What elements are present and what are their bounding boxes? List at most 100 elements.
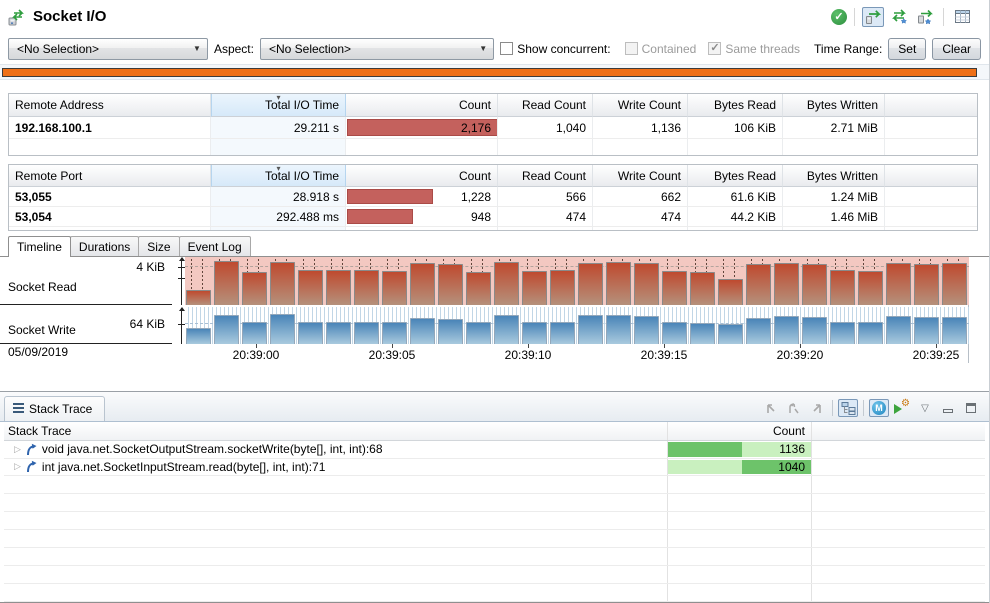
read-bar[interactable] — [270, 262, 295, 305]
column-header[interactable]: Bytes Read — [688, 165, 783, 187]
write-bar[interactable] — [606, 315, 631, 344]
time-range-slider[interactable] — [0, 64, 989, 80]
write-bar[interactable] — [242, 322, 267, 344]
read-bar[interactable] — [718, 279, 743, 305]
tab-event-log[interactable]: Event Log — [179, 236, 251, 256]
write-bar[interactable] — [830, 322, 855, 344]
write-bar[interactable] — [270, 314, 295, 344]
write-bar[interactable] — [354, 322, 379, 344]
show-concurrent-checkbox[interactable]: Show concurrent: — [500, 42, 610, 56]
column-header[interactable]: Count — [346, 94, 498, 117]
time-range-selection[interactable] — [2, 68, 977, 77]
read-bar[interactable] — [298, 270, 323, 305]
write-bar[interactable] — [774, 316, 799, 344]
write-bar[interactable] — [578, 315, 603, 344]
write-bar[interactable] — [494, 315, 519, 344]
table-row[interactable]: 192.168.100.1 29.211 s 2,176 1,040 1,136… — [9, 117, 977, 139]
read-bar[interactable] — [382, 271, 407, 305]
write-bar[interactable] — [438, 319, 463, 344]
read-bar[interactable] — [214, 261, 239, 305]
read-bar[interactable] — [662, 271, 687, 305]
read-bar[interactable] — [466, 272, 491, 305]
write-bar[interactable] — [634, 316, 659, 344]
read-bar[interactable] — [942, 263, 967, 305]
read-bar[interactable] — [242, 272, 267, 305]
tab-size[interactable]: Size — [138, 236, 179, 256]
tree-mode-icon[interactable] — [838, 399, 858, 417]
column-header[interactable]: Read Count — [498, 165, 593, 187]
column-header[interactable]: Bytes Read — [688, 94, 783, 117]
column-header[interactable]: Stack Trace — [4, 422, 668, 440]
write-bar[interactable] — [214, 315, 239, 344]
read-bar[interactable] — [886, 263, 911, 305]
write-bar[interactable] — [186, 328, 211, 344]
write-bar[interactable] — [662, 322, 687, 344]
column-header-sorted[interactable]: ▾Total I/O Time — [211, 165, 346, 187]
column-header[interactable]: Read Count — [498, 94, 593, 117]
read-bar[interactable] — [830, 270, 855, 305]
dropdown-chevron-icon[interactable]: ▽ — [915, 399, 935, 417]
write-bar[interactable] — [858, 322, 883, 344]
write-bar[interactable] — [466, 322, 491, 344]
read-bar[interactable] — [606, 262, 631, 305]
read-bar[interactable] — [410, 263, 435, 305]
socket-connections-pinned-icon[interactable] — [914, 7, 936, 27]
next-marker-icon[interactable] — [807, 399, 827, 417]
check-circle-icon[interactable]: ✓ — [831, 9, 847, 25]
table-row[interactable]: 53,055 28.918 s 1,228 566 662 61.6 KiB 1… — [9, 187, 977, 207]
read-bar[interactable] — [746, 264, 771, 305]
maximize-icon[interactable] — [961, 399, 981, 417]
methods-mode-icon[interactable]: M — [869, 399, 889, 417]
read-bar[interactable] — [634, 263, 659, 305]
write-bar[interactable] — [802, 317, 827, 344]
previous-marker-icon[interactable] — [761, 399, 781, 417]
write-bar[interactable] — [942, 317, 967, 344]
read-bar[interactable] — [858, 271, 883, 305]
write-bar[interactable] — [298, 322, 323, 344]
tab-durations[interactable]: Durations — [70, 236, 139, 256]
read-bar[interactable] — [578, 263, 603, 305]
read-bar[interactable] — [354, 270, 379, 305]
write-bar[interactable] — [914, 317, 939, 344]
read-bar[interactable] — [802, 264, 827, 305]
column-header[interactable]: Bytes Written — [783, 165, 885, 187]
read-bar[interactable] — [438, 264, 463, 305]
column-header-sorted[interactable]: ▾Total I/O Time — [211, 94, 346, 117]
read-bar[interactable] — [494, 262, 519, 305]
column-header[interactable]: Count — [668, 422, 812, 440]
write-bar[interactable] — [746, 318, 771, 344]
read-bar[interactable] — [326, 270, 351, 305]
clear-button[interactable]: Clear — [932, 38, 981, 60]
column-header[interactable]: Count — [346, 165, 498, 187]
write-bar[interactable] — [886, 316, 911, 344]
write-bar[interactable] — [326, 322, 351, 344]
write-bar[interactable] — [382, 322, 407, 344]
tab-timeline[interactable]: Timeline — [8, 236, 71, 257]
column-header[interactable]: Remote Address — [9, 94, 211, 117]
column-header[interactable]: Write Count — [593, 94, 688, 117]
stack-trace-row[interactable]: ▷ int java.net.SocketInputStream.read(by… — [4, 459, 985, 476]
expand-arrow-icon[interactable]: ▷ — [14, 461, 21, 472]
minimize-icon[interactable] — [938, 399, 958, 417]
stack-trace-tab[interactable]: Stack Trace — [4, 396, 105, 421]
read-bar[interactable] — [914, 264, 939, 305]
reset-marker-icon[interactable] — [784, 399, 804, 417]
read-bar[interactable] — [522, 271, 547, 305]
panel-splitter[interactable] — [0, 363, 989, 391]
column-header[interactable]: Remote Port — [9, 165, 211, 187]
expand-arrow-icon[interactable]: ▷ — [14, 444, 21, 455]
read-bar[interactable] — [550, 270, 575, 305]
column-header[interactable]: Write Count — [593, 165, 688, 187]
write-bar[interactable] — [522, 322, 547, 344]
write-bar[interactable] — [690, 323, 715, 344]
write-bar[interactable] — [410, 318, 435, 344]
selection-dropdown[interactable]: <No Selection> ▼ — [8, 38, 208, 60]
write-bar[interactable] — [550, 322, 575, 344]
stack-trace-row[interactable]: ▷ void java.net.SocketOutputStream.socke… — [4, 441, 985, 458]
socket-connections-icon[interactable] — [862, 7, 884, 27]
socket-connections-new-icon[interactable] — [888, 7, 910, 27]
read-bar[interactable] — [774, 263, 799, 305]
write-bar[interactable] — [718, 324, 743, 344]
column-header[interactable]: Bytes Written — [783, 94, 885, 117]
table-view-icon[interactable] — [951, 7, 973, 27]
